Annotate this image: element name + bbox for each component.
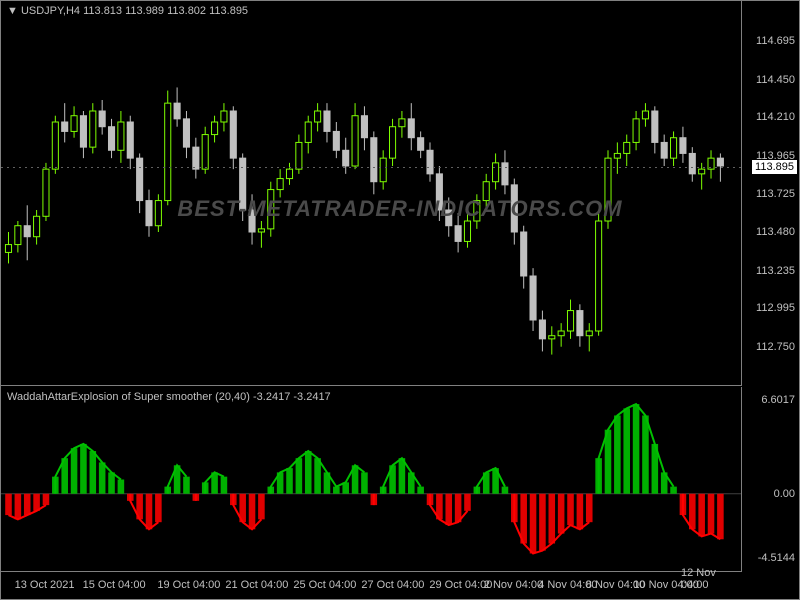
y-tick-label: 114.695 (756, 35, 795, 47)
y-tick-label: -4.5144 (758, 552, 795, 564)
x-tick-label: 12 Nov 04:00 (681, 567, 741, 591)
x-tick-label: 13 Oct 2021 (15, 579, 75, 591)
chart-container: ▼ USDJPY,H4 113.813 113.989 113.802 113.… (0, 0, 800, 600)
symbol-title: ▼ USDJPY,H4 113.813 113.989 113.802 113.… (7, 5, 248, 17)
y-tick-label: 113.235 (756, 265, 795, 277)
indicator-title: WaddahAttarExplosion of Super smoother (… (7, 391, 331, 403)
y-tick-label: 114.450 (756, 74, 795, 86)
y-tick-label: 112.750 (756, 341, 795, 353)
y-axis-main: 114.695114.450114.210113.965113.725113.4… (741, 1, 799, 386)
x-axis: 13 Oct 2021 15 Oct 04:00 19 Oct 04:00 21 Oc… (1, 571, 741, 599)
y-tick-label: 114.210 (756, 111, 795, 123)
x-tick-label: 27 Oct 04:00 (361, 579, 424, 591)
main-chart[interactable] (1, 1, 741, 386)
current-price-box: 113.895 (752, 160, 797, 174)
indicator-panel[interactable] (1, 387, 741, 572)
current-price-line (1, 167, 741, 168)
x-tick-label: 21 Oct 04:00 (225, 579, 288, 591)
candlestick-svg (1, 1, 741, 386)
x-tick-label: 15 Oct 04:00 (83, 579, 146, 591)
indicator-svg (1, 387, 741, 572)
y-tick-label: 113.725 (756, 188, 795, 200)
watermark: BEST-METATRADER-INDICATORS.COM (177, 196, 622, 222)
x-tick-label: 25 Oct 04:00 (293, 579, 356, 591)
x-tick-label: 19 Oct 04:00 (157, 579, 220, 591)
y-axis-indicator: 6.6017 0.00 -4.5144 (741, 387, 799, 572)
y-tick-label: 0.00 (774, 488, 795, 500)
y-tick-label: 112.995 (756, 302, 795, 314)
y-tick-label: 6.6017 (761, 394, 795, 406)
x-tick-label: 2 Nov 04:00 (484, 579, 543, 591)
y-tick-label: 113.480 (756, 226, 795, 238)
